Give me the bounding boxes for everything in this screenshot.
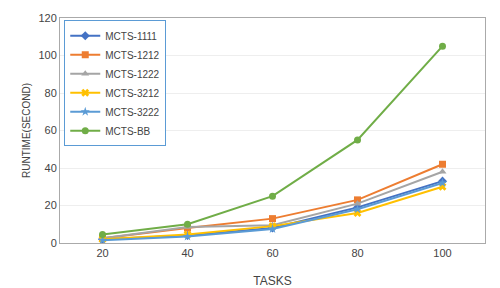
svg-text:RUNTIME(SECOND): RUNTIME(SECOND) xyxy=(21,83,32,178)
svg-text:MCTS-1212: MCTS-1212 xyxy=(105,50,159,61)
svg-text:80: 80 xyxy=(351,247,363,259)
svg-text:20: 20 xyxy=(45,199,57,211)
svg-text:60: 60 xyxy=(45,124,57,136)
svg-text:80: 80 xyxy=(45,87,57,99)
svg-text:100: 100 xyxy=(433,247,451,259)
svg-text:MCTS-3222: MCTS-3222 xyxy=(105,107,159,118)
svg-text:MCTS-3212: MCTS-3212 xyxy=(105,88,159,99)
svg-text:TASKS: TASKS xyxy=(253,274,291,288)
svg-text:60: 60 xyxy=(266,247,278,259)
svg-text:MCTS-1222: MCTS-1222 xyxy=(105,69,159,80)
svg-text:MCTS-BB: MCTS-BB xyxy=(105,126,150,137)
svg-text:40: 40 xyxy=(181,247,193,259)
svg-text:120: 120 xyxy=(38,12,56,24)
svg-text:MCTS-1111: MCTS-1111 xyxy=(105,31,157,42)
svg-text:0: 0 xyxy=(51,237,57,249)
svg-text:20: 20 xyxy=(96,247,108,259)
svg-text:100: 100 xyxy=(38,49,56,61)
svg-text:40: 40 xyxy=(45,162,57,174)
